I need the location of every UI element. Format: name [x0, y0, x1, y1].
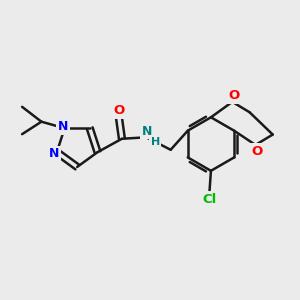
Text: H: H: [151, 137, 160, 147]
Text: O: O: [228, 89, 239, 102]
Text: O: O: [251, 145, 262, 158]
Text: N: N: [142, 125, 152, 138]
Text: Cl: Cl: [202, 193, 217, 206]
Text: N: N: [58, 120, 68, 133]
Text: O: O: [113, 104, 124, 117]
Text: N: N: [49, 147, 60, 160]
